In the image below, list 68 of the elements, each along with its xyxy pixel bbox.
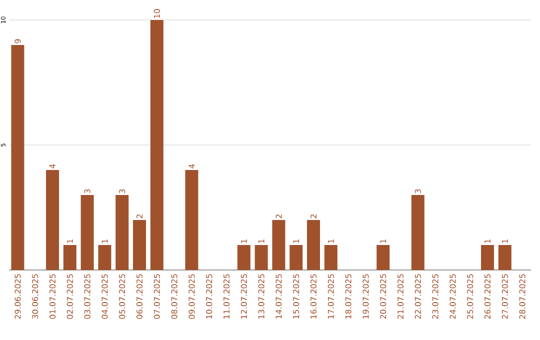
x-tick-label: 15.07.2025 bbox=[293, 274, 300, 318]
x-tick-label: 26.07.2025 bbox=[484, 274, 491, 319]
data-label: 4 bbox=[188, 164, 195, 168]
x-tick-label: 07.07.2025 bbox=[154, 274, 160, 319]
data-label: 1 bbox=[328, 239, 334, 243]
data-label: 2 bbox=[276, 214, 282, 218]
data-label: 1 bbox=[293, 239, 300, 243]
data-label: 1 bbox=[102, 239, 108, 243]
bar bbox=[290, 245, 303, 270]
data-label: 3 bbox=[119, 189, 126, 194]
bar bbox=[324, 245, 338, 270]
x-tick-label: 06.07.2025 bbox=[136, 274, 143, 319]
x-tick-label: 12.07.2025 bbox=[240, 274, 247, 318]
data-label: 4 bbox=[50, 164, 56, 168]
x-tick-label: 27.07.2025 bbox=[502, 274, 508, 319]
bar bbox=[133, 220, 146, 270]
bar bbox=[481, 245, 494, 270]
bar bbox=[254, 245, 268, 270]
x-tick-label: 28.07.2025 bbox=[519, 274, 526, 319]
x-tick-label: 02.07.2025 bbox=[66, 274, 73, 319]
x-tick-label: 08.07.2025 bbox=[171, 274, 178, 319]
data-label: 1 bbox=[380, 239, 386, 243]
bar bbox=[411, 195, 424, 270]
data-label: 1 bbox=[66, 239, 73, 243]
bar bbox=[376, 245, 390, 270]
data-label: 9 bbox=[14, 39, 21, 44]
x-tick-label: 24.07.2025 bbox=[450, 274, 456, 319]
bar bbox=[80, 195, 94, 270]
bar bbox=[307, 220, 320, 270]
x-tick-label: 18.07.2025 bbox=[345, 274, 352, 318]
data-label: 1 bbox=[502, 239, 508, 243]
data-label: 1 bbox=[484, 239, 490, 243]
x-tick-label: 17.07.2025 bbox=[328, 274, 334, 318]
bar bbox=[46, 170, 60, 270]
data-label: 3 bbox=[414, 189, 421, 194]
x-tick-label: 11.07.2025 bbox=[223, 274, 230, 318]
data-label: 3 bbox=[84, 189, 90, 194]
x-tick-label: 14.07.2025 bbox=[276, 274, 282, 318]
x-tick-label: 19.07.2025 bbox=[362, 274, 369, 318]
bar bbox=[185, 170, 198, 270]
x-tick-label: 09.07.2025 bbox=[188, 274, 195, 319]
x-tick-label: 03.07.2025 bbox=[84, 274, 90, 319]
bar bbox=[272, 220, 286, 270]
data-label: 10 bbox=[154, 9, 160, 18]
x-tick-label: 22.07.2025 bbox=[414, 274, 421, 319]
x-tick-label: 30.06.2025 bbox=[32, 274, 38, 319]
bar bbox=[116, 195, 129, 270]
x-tick-label: 25.07.2025 bbox=[467, 274, 474, 319]
x-tick-label: 29.06.2025 bbox=[14, 274, 21, 319]
x-tick-label: 21.07.2025 bbox=[397, 274, 404, 319]
x-tick-label: 20.07.2025 bbox=[380, 274, 386, 319]
bar bbox=[98, 245, 112, 270]
data-label: 1 bbox=[240, 239, 247, 243]
bar bbox=[63, 245, 76, 270]
x-tick-label: 16.07.2025 bbox=[310, 274, 317, 318]
data-label: 1 bbox=[258, 239, 264, 243]
x-tick-label: 04.07.2025 bbox=[102, 274, 108, 319]
bar bbox=[150, 20, 164, 270]
bar bbox=[11, 44, 24, 270]
x-tick-label: 05.07.2025 bbox=[119, 274, 126, 319]
x-tick-label: 23.07.2025 bbox=[432, 274, 438, 319]
data-label: 2 bbox=[310, 214, 316, 218]
x-tick-label: 01.07.2025 bbox=[49, 274, 56, 319]
bar bbox=[498, 245, 512, 270]
bar bbox=[237, 245, 250, 270]
x-tick-label: 10.07.2025 bbox=[206, 274, 212, 318]
x-tick-label: 13.07.2025 bbox=[258, 274, 264, 318]
data-label: 2 bbox=[136, 214, 142, 218]
